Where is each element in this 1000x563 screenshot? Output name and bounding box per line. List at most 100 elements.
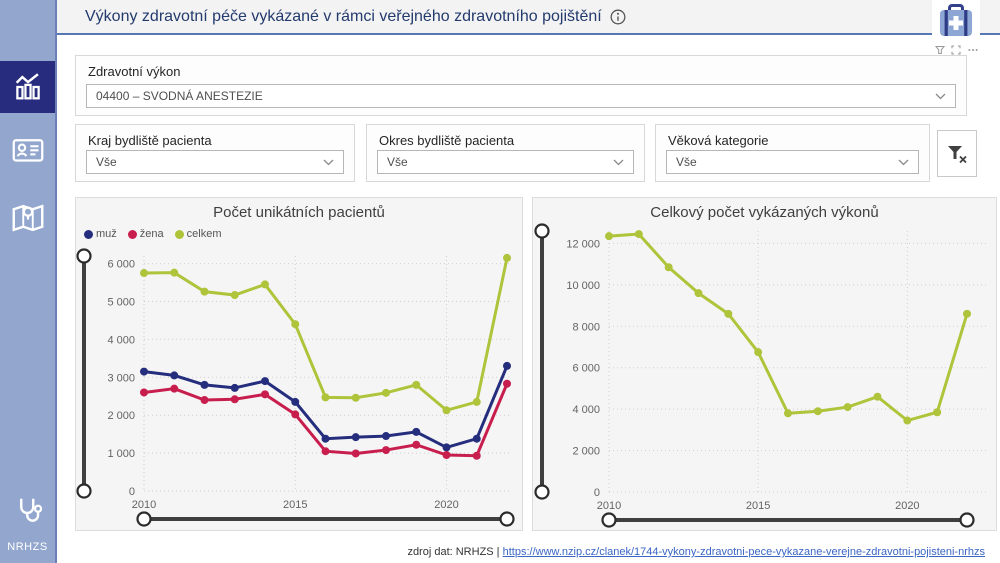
data-point-celkem-2014[interactable] <box>261 280 269 289</box>
data-point-celkem-2010[interactable] <box>605 232 613 241</box>
data-point-celkem-2018[interactable] <box>843 403 852 412</box>
data-point-muž-2016[interactable] <box>321 434 330 443</box>
data-point-muž-2013[interactable] <box>230 383 239 392</box>
data-point-celkem-2021[interactable] <box>933 408 942 417</box>
svg-text:2015: 2015 <box>746 500 770 512</box>
data-point-žena-2012[interactable] <box>200 396 209 405</box>
x-slider-right-handle[interactable] <box>959 512 975 528</box>
data-point-celkem-2014[interactable] <box>724 309 733 318</box>
source-link[interactable]: https://www.nzip.cz/clanek/1744-vykony-z… <box>502 546 985 558</box>
okres-filter-label: Okres bydliště pacienta <box>379 133 515 148</box>
x-slider-left-handle[interactable] <box>136 511 152 527</box>
vek-filter-label: Věková kategorie <box>668 133 769 148</box>
svg-text:6 000: 6 000 <box>572 363 600 375</box>
y-slider-top-handle[interactable] <box>76 248 92 264</box>
data-point-celkem-2018[interactable] <box>382 388 390 397</box>
data-point-celkem-2013[interactable] <box>694 289 703 298</box>
data-point-celkem-2016[interactable] <box>784 409 792 418</box>
procedure-dropdown[interactable]: 04400 – SVODNÁ ANESTEZIE <box>86 84 956 108</box>
data-point-žena-2010[interactable] <box>140 388 148 397</box>
data-point-celkem-2013[interactable] <box>230 291 239 300</box>
medical-bag-icon <box>940 3 972 36</box>
kraj-dropdown[interactable]: Vše <box>86 150 344 174</box>
data-point-žena-2019[interactable] <box>412 440 421 449</box>
app-logo <box>932 0 980 43</box>
clear-filters-button[interactable] <box>937 130 977 177</box>
y-slider-bottom-handle[interactable] <box>76 483 92 499</box>
source-text: zdroj dat: NRHZS | <box>407 546 503 558</box>
data-point-žena-2015[interactable] <box>291 410 300 419</box>
data-point-žena-2017[interactable] <box>351 449 360 458</box>
data-point-muž-2010[interactable] <box>140 367 148 376</box>
data-point-žena-2011[interactable] <box>170 384 179 393</box>
page-title: Výkony zdravotní péče vykázané v rámci v… <box>57 0 1000 33</box>
data-point-muž-2015[interactable] <box>291 397 300 406</box>
data-point-celkem-2011[interactable] <box>634 230 643 239</box>
data-point-muž-2011[interactable] <box>170 371 179 380</box>
data-point-muž-2018[interactable] <box>382 432 390 441</box>
data-point-žena-2021[interactable] <box>472 451 481 460</box>
data-point-celkem-2015[interactable] <box>291 320 300 329</box>
data-point-muž-2020[interactable] <box>442 443 451 452</box>
focus-mode-icon[interactable] <box>951 45 961 55</box>
data-point-žena-2016[interactable] <box>321 447 330 456</box>
filter-icon[interactable] <box>935 45 945 55</box>
data-point-žena-2013[interactable] <box>230 395 239 404</box>
svg-text:2015: 2015 <box>283 499 307 511</box>
data-point-celkem-2016[interactable] <box>321 393 330 402</box>
data-point-muž-2012[interactable] <box>200 380 209 389</box>
y-slider-bottom-handle[interactable] <box>534 484 550 500</box>
legend-label: muž <box>96 228 117 240</box>
data-point-muž-2021[interactable] <box>472 434 481 443</box>
sidebar: NRHZS <box>0 0 57 563</box>
visual-header-toolbar <box>935 45 979 55</box>
data-point-celkem-2017[interactable] <box>813 407 822 416</box>
procedure-filter-label: Zdravotní výkon <box>88 64 181 79</box>
data-point-celkem-2020[interactable] <box>903 416 912 425</box>
procedures-chart-title: Celkový počet vykázaných výkonů <box>650 204 879 221</box>
stethoscope-icon <box>19 498 42 522</box>
vek-dropdown[interactable]: Vše <box>666 150 919 174</box>
svg-text:8 000: 8 000 <box>572 321 600 333</box>
kraj-dropdown-value: Vše <box>96 155 117 169</box>
data-point-muž-2014[interactable] <box>261 377 269 386</box>
x-slider-right-handle[interactable] <box>499 511 515 527</box>
legend-item-žena[interactable]: žena <box>127 228 164 240</box>
okres-dropdown-value: Vše <box>387 155 408 169</box>
x-slider-left-handle[interactable] <box>601 512 617 528</box>
data-point-žena-2020[interactable] <box>442 450 451 459</box>
procedure-dropdown-value: 04400 – SVODNÁ ANESTEZIE <box>96 89 263 103</box>
y-slider-top-handle[interactable] <box>534 223 550 239</box>
data-point-celkem-2019[interactable] <box>412 380 421 389</box>
data-point-celkem-2022[interactable] <box>963 309 971 318</box>
sidebar-item-map[interactable] <box>0 196 55 240</box>
data-point-celkem-2021[interactable] <box>472 397 481 406</box>
more-options-icon[interactable] <box>967 45 979 55</box>
data-point-žena-2022[interactable] <box>503 379 511 388</box>
data-point-muž-2022[interactable] <box>503 361 511 370</box>
data-point-celkem-2017[interactable] <box>351 393 360 402</box>
svg-text:2020: 2020 <box>895 500 919 512</box>
data-point-celkem-2010[interactable] <box>140 269 148 278</box>
info-circle-icon[interactable] <box>610 9 626 25</box>
legend-item-muž[interactable]: muž <box>84 228 117 240</box>
svg-text:2010: 2010 <box>132 499 156 511</box>
data-point-žena-2018[interactable] <box>382 446 390 455</box>
data-point-celkem-2011[interactable] <box>170 268 179 277</box>
data-point-muž-2017[interactable] <box>351 433 360 442</box>
data-point-celkem-2015[interactable] <box>754 348 763 357</box>
sidebar-footer-logo <box>0 488 55 532</box>
data-point-celkem-2012[interactable] <box>664 263 673 272</box>
legend-item-celkem[interactable]: celkem <box>174 228 222 240</box>
data-point-celkem-2012[interactable] <box>200 287 209 296</box>
data-point-žena-2014[interactable] <box>261 390 269 399</box>
legend-label: celkem <box>186 228 222 240</box>
sidebar-item-patient-card[interactable] <box>0 128 55 172</box>
data-point-celkem-2019[interactable] <box>873 392 882 401</box>
data-point-celkem-2020[interactable] <box>442 406 451 415</box>
data-point-celkem-2022[interactable] <box>503 253 511 262</box>
okres-dropdown[interactable]: Vše <box>377 150 634 174</box>
data-point-muž-2019[interactable] <box>412 427 421 436</box>
svg-text:2010: 2010 <box>597 500 621 512</box>
sidebar-item-dashboard[interactable] <box>0 61 55 113</box>
